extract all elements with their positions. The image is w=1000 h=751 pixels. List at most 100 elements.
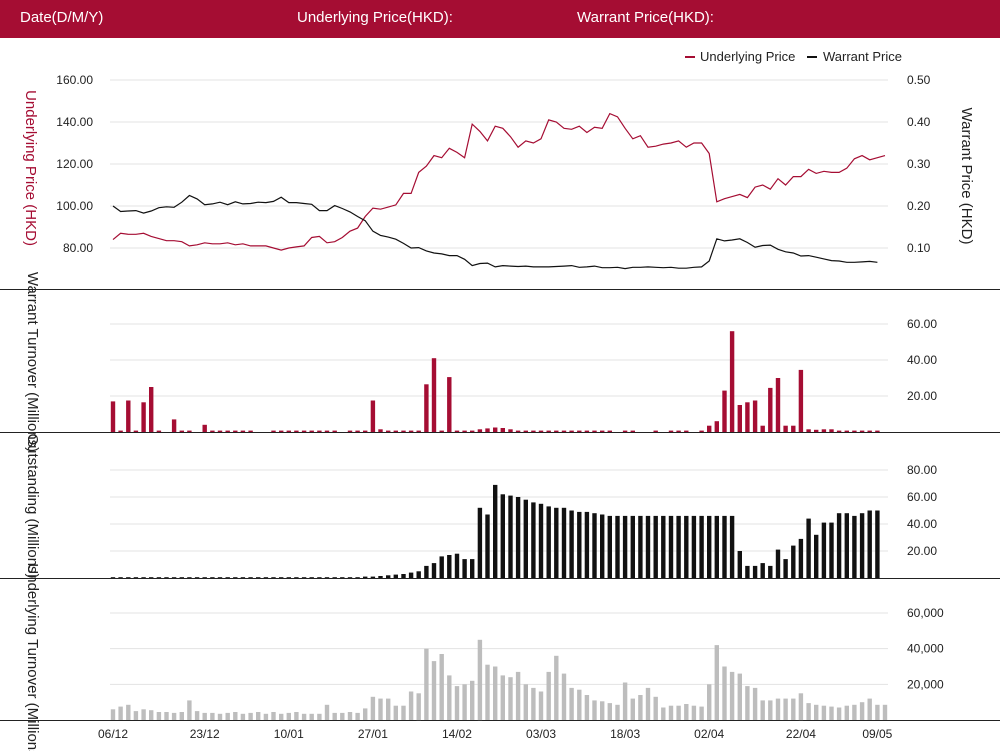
- underlying-turnover-bar: [752, 687, 758, 720]
- outstanding-bar: [859, 513, 865, 578]
- underlying-turnover-bar: [729, 671, 735, 720]
- underlying-turnover-bar: [745, 686, 750, 720]
- outstanding-bar: [722, 515, 727, 578]
- underlying-turnover-bar: [156, 712, 162, 720]
- outstanding-bar: [546, 506, 551, 578]
- outstanding-bar: [118, 577, 123, 578]
- underlying-turnover-bar: [141, 709, 146, 720]
- y-tick-right: 0.20: [907, 199, 931, 213]
- x-tick: 09/05: [862, 727, 892, 741]
- outstanding-bar: [538, 503, 544, 579]
- outstanding-bar: [477, 507, 483, 578]
- outstanding-bar: [554, 507, 559, 578]
- warrant-price-line: [112, 194, 878, 270]
- outstanding-bar: [309, 577, 314, 578]
- underlying-turnover-bar: [569, 687, 574, 720]
- outstanding-bar: [126, 577, 131, 578]
- underlying-turnover-bar: [707, 684, 712, 720]
- warrant-turnover-bar: [867, 430, 872, 432]
- y-tick-left: 120.00: [56, 157, 93, 171]
- underlying-turnover-bar: [431, 661, 437, 720]
- warrant-turnover-bar: [225, 430, 230, 432]
- warrant-turnover-bar: [561, 430, 567, 432]
- outstanding-bar: [149, 577, 154, 578]
- outstanding-bar: [821, 522, 827, 578]
- x-tick: 14/02: [442, 727, 472, 741]
- underlying-turnover-bar: [645, 687, 651, 720]
- outstanding-axis-title: Outstanding (Millions): [24, 433, 41, 578]
- header-bar: Date(D/M/Y) Underlying Price(HKD): Warra…: [0, 0, 1000, 38]
- underlying-turnover-bar: [194, 711, 200, 720]
- warrant-turnover-bar: [240, 430, 246, 432]
- outstanding-bar: [798, 538, 804, 578]
- warrant-turnover-bar: [447, 377, 452, 432]
- outstanding-bar: [263, 577, 269, 578]
- warrant-turnover-bar: [233, 430, 238, 432]
- outstanding-bar: [500, 494, 505, 578]
- warrant-turnover-bar: [378, 429, 383, 432]
- outstanding-bar: [225, 577, 230, 578]
- y-tick-left: 140.00: [56, 115, 93, 129]
- y-tick-right: 20.00: [907, 544, 937, 558]
- underlying-turnover-bar: [408, 691, 414, 720]
- underlying-turnover-bar: [668, 705, 674, 720]
- outstanding-bar: [401, 574, 406, 578]
- outstanding-bar: [240, 577, 246, 578]
- warrant-turnover-bar: [684, 430, 689, 432]
- warrant-turnover-bar: [454, 430, 460, 432]
- warrant-turnover-bar: [439, 430, 444, 432]
- underlying-turnover-bar: [691, 705, 697, 720]
- outstanding-bar: [485, 514, 490, 578]
- warrant-turnover-bar: [699, 430, 704, 432]
- outstanding-bar: [638, 515, 643, 578]
- outstanding-bar: [202, 577, 207, 578]
- underlying-turnover-bar: [508, 677, 513, 720]
- underlying-turnover-bar: [859, 702, 865, 720]
- warrant-turnover-axis-title: Warrant Turnover (Millions): [24, 272, 41, 452]
- warrant-turnover-bar: [149, 387, 154, 432]
- y-tick-right: 0.30: [907, 157, 931, 171]
- underlying-turnover-bar: [561, 673, 567, 720]
- x-tick: 23/12: [190, 727, 220, 741]
- warrant-turnover-bar: [714, 421, 719, 432]
- underlying-turnover-bar: [439, 654, 444, 720]
- outstanding-bar: [431, 563, 437, 578]
- warrant-turnover-bar: [363, 430, 368, 432]
- y-tick-right: 60.00: [907, 317, 937, 331]
- underlying-turnover-bar: [447, 675, 452, 720]
- warrant-turnover-bar: [577, 430, 582, 432]
- warrant-turnover-bar: [836, 430, 842, 432]
- outstanding-bar: [493, 484, 498, 578]
- outstanding-bar: [752, 565, 758, 578]
- warrant-turnover-bar: [248, 430, 253, 432]
- underlying-turnover-bar: [424, 648, 429, 720]
- underlying-turnover-bar: [301, 713, 307, 720]
- warrant-turnover-bar: [355, 430, 360, 432]
- underlying-turnover-bar: [179, 712, 184, 720]
- warrant-chart: Underlying Price Warrant Price Underlyin…: [0, 49, 1000, 751]
- outstanding-bar: [408, 572, 414, 578]
- outstanding-bar: [875, 510, 880, 578]
- warrant-turnover-bar: [500, 428, 505, 432]
- outstanding-bar: [508, 495, 513, 578]
- y-tick-left: 80.00: [63, 241, 93, 255]
- outstanding-bar: [691, 515, 697, 578]
- underlying-turnover-bar: [577, 689, 582, 720]
- underlying-turnover-bar: [164, 712, 169, 720]
- legend-warrant-label: Warrant Price: [823, 49, 902, 64]
- underlying-price-line: [112, 112, 886, 251]
- outstanding-bar: [317, 577, 322, 578]
- underlying-turnover-bar: [347, 712, 353, 720]
- underlying-turnover-bar: [110, 709, 116, 720]
- warrant-turnover-bar: [584, 430, 590, 432]
- outstanding-bar: [363, 576, 368, 578]
- underlying-turnover-bar: [676, 705, 681, 720]
- underlying-turnover-bar: [867, 698, 872, 720]
- outstanding-bar: [661, 515, 666, 578]
- outstanding-bar: [286, 577, 291, 578]
- warrant-price-label: Warrant Price(HKD):: [577, 9, 714, 26]
- y-tick-right: 0.10: [907, 241, 931, 255]
- warrant-turnover-bar: [829, 429, 834, 432]
- warrant-turnover-bar: [202, 424, 207, 432]
- outstanding-bar: [248, 577, 253, 578]
